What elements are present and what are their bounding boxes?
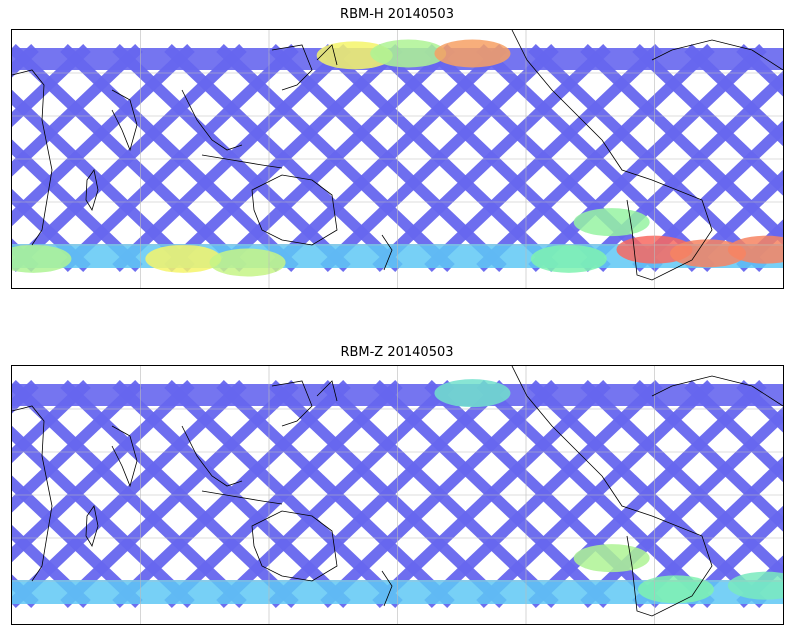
swath-descending bbox=[632, 120, 783, 272]
map-frame bbox=[11, 29, 784, 289]
swath-ascending bbox=[632, 380, 783, 532]
coastline bbox=[111, 425, 138, 488]
swath-ascending bbox=[684, 380, 783, 483]
swath-descending bbox=[736, 555, 783, 608]
coastline bbox=[271, 380, 313, 427]
coastlines bbox=[12, 366, 783, 617]
coastline bbox=[85, 169, 99, 211]
coastline bbox=[511, 30, 603, 141]
swath-descending bbox=[632, 456, 783, 608]
coastline bbox=[251, 510, 338, 582]
track-map bbox=[12, 30, 783, 288]
hotspot bbox=[727, 571, 783, 600]
swath-descending bbox=[684, 505, 783, 608]
coastline bbox=[316, 44, 338, 66]
coastline bbox=[85, 505, 99, 547]
swath-ascending bbox=[736, 380, 783, 433]
hotspot bbox=[670, 239, 747, 268]
hotspot bbox=[573, 208, 650, 237]
coastline bbox=[201, 154, 283, 169]
coastline bbox=[111, 89, 138, 152]
coastlines bbox=[12, 30, 783, 281]
coastline bbox=[601, 475, 713, 617]
hotspot-layer bbox=[434, 379, 783, 604]
swath-descending bbox=[736, 219, 783, 272]
coastline bbox=[511, 366, 603, 477]
coastline bbox=[12, 405, 53, 582]
swath-ascending bbox=[684, 44, 783, 147]
swath-ascending bbox=[632, 44, 783, 196]
hotspot-layer bbox=[12, 39, 783, 277]
panel-title: RBM-Z 20140503 bbox=[340, 345, 454, 360]
coastline bbox=[316, 380, 338, 402]
graticule bbox=[12, 366, 783, 624]
coastline bbox=[181, 89, 243, 151]
panel-title: RBM-H 20140503 bbox=[340, 7, 454, 22]
hotspot bbox=[12, 244, 72, 273]
coastline bbox=[651, 375, 783, 407]
graticule bbox=[12, 30, 783, 288]
swath-ascending bbox=[736, 44, 783, 97]
coastline bbox=[12, 69, 53, 246]
hotspot bbox=[145, 244, 222, 273]
hotspot bbox=[209, 248, 286, 277]
coastline bbox=[651, 39, 783, 71]
hotspot bbox=[530, 244, 607, 273]
swath-descending bbox=[684, 169, 783, 272]
hotspot bbox=[637, 575, 714, 604]
coastline bbox=[271, 44, 313, 91]
hotspot bbox=[573, 544, 650, 573]
coastline bbox=[181, 425, 243, 487]
coastline bbox=[201, 490, 283, 505]
coastline bbox=[601, 139, 713, 281]
hotspot bbox=[727, 235, 783, 264]
coastline bbox=[381, 570, 393, 607]
coastline bbox=[381, 234, 393, 271]
map-frame bbox=[11, 365, 784, 625]
track-map bbox=[12, 366, 783, 624]
hotspot bbox=[434, 39, 511, 68]
coastline bbox=[251, 174, 338, 246]
hotspot bbox=[434, 379, 511, 408]
hotspot bbox=[370, 39, 447, 68]
